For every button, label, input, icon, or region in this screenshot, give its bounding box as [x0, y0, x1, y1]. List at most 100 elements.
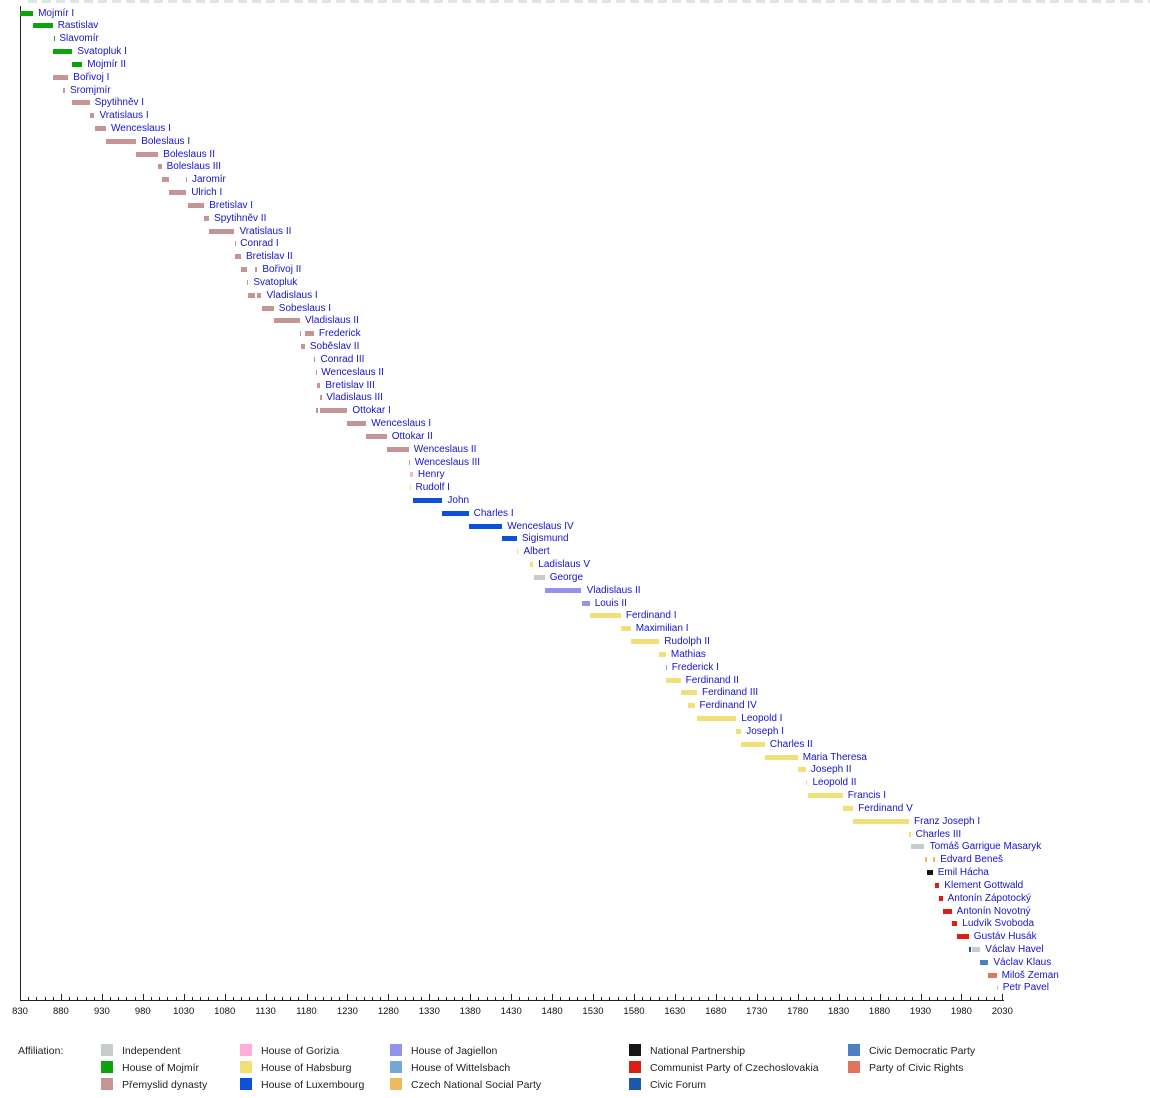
ruler-label: Ottokar II — [391, 430, 433, 442]
x-axis-minor-tick — [543, 996, 545, 1000]
ruler-label: Leopold II — [812, 777, 857, 789]
x-axis-minor-tick — [912, 996, 914, 1000]
reign-bar — [589, 613, 621, 619]
x-axis-minor-tick — [740, 996, 742, 1000]
ruler-label: Rastislav — [57, 20, 99, 32]
reign-bar — [665, 677, 681, 683]
top-axis-ticks — [28, 0, 1150, 3]
x-axis-minor-tick — [895, 996, 897, 1000]
ruler-label: Vratislaus I — [99, 110, 149, 122]
reign-bar — [951, 921, 958, 927]
x-axis-minor-tick — [650, 996, 652, 1000]
ruler-label: Vladislaus III — [326, 392, 383, 404]
x-axis-minor-tick — [945, 996, 946, 1000]
x-axis-minor-tick — [52, 996, 54, 1000]
reign-bar — [910, 844, 925, 850]
reign-bar — [33, 23, 53, 29]
reign-bar — [204, 215, 210, 221]
reign-bar — [741, 741, 765, 747]
ruler-label: Maximilian I — [635, 623, 689, 635]
ruler-label: Louis II — [594, 597, 627, 609]
x-axis-major-tick — [101, 994, 103, 1000]
legend-swatch — [101, 1061, 113, 1073]
reign-bar — [932, 857, 936, 863]
reign-bar — [764, 754, 798, 760]
x-axis-minor-tick — [191, 996, 193, 1000]
x-axis-minor-tick — [93, 996, 95, 1000]
ruler-label: Conrad III — [320, 353, 365, 365]
x-axis-minor-tick — [314, 996, 316, 1000]
ruler-label: Vladislaus I — [266, 289, 318, 301]
ruler-label: Francis I — [847, 790, 887, 801]
x-axis-minor-tick — [855, 996, 856, 1000]
x-axis-minor-tick — [396, 996, 398, 1000]
reign-bar — [72, 100, 90, 106]
y-axis-line — [20, 6, 21, 1000]
x-axis-minor-tick — [503, 996, 504, 1000]
reign-bar — [805, 780, 808, 786]
x-axis-major-tick — [593, 994, 594, 1000]
x-axis-major-tick — [142, 994, 144, 1000]
x-axis-minor-tick — [822, 996, 824, 1000]
x-axis-major-tick — [429, 994, 431, 1000]
x-axis-tick-label: 1280 — [377, 1006, 399, 1017]
x-axis-minor-tick — [781, 996, 783, 1000]
ruler-label: Klement Gottwald — [944, 879, 1024, 891]
ruler-label: Boleslaus III — [166, 161, 222, 173]
x-axis-minor-tick — [232, 996, 234, 1000]
reign-bar — [234, 241, 236, 247]
legend-label: Civic Democratic Party — [869, 1044, 976, 1057]
x-axis-minor-tick — [642, 996, 644, 1000]
x-axis-tick-label: 1930 — [909, 1006, 932, 1017]
ruler-label: Emil Hácha — [937, 867, 989, 878]
legend-swatch — [101, 1078, 113, 1090]
ruler-label: Bořivoj I — [73, 71, 110, 83]
x-axis-minor-tick — [887, 996, 889, 1000]
reign-bar — [797, 767, 806, 773]
x-axis-tick-label: 1880 — [868, 1006, 891, 1017]
ruler-label: Miloš Zeman — [1001, 969, 1059, 981]
reign-bar — [248, 292, 255, 298]
x-axis-minor-tick — [249, 996, 251, 1000]
reign-bar — [316, 408, 318, 414]
reign-bar — [94, 126, 106, 131]
reign-bar — [924, 857, 928, 863]
x-axis-tick-label: 1380 — [459, 1006, 481, 1017]
reign-bar — [516, 549, 519, 555]
ruler-label: Frederick I — [671, 661, 719, 673]
reign-bar — [366, 433, 387, 439]
reign-bar — [89, 113, 95, 119]
reign-bar — [935, 882, 940, 888]
x-axis-minor-tick — [994, 996, 996, 1000]
ruler-label: Charles III — [915, 828, 962, 840]
x-axis-major-tick — [388, 994, 390, 1000]
reign-bar — [927, 870, 933, 875]
legend-label: House of Wittelsbach — [411, 1061, 511, 1074]
reign-bar — [273, 318, 300, 324]
ruler-label: George — [549, 571, 584, 583]
x-axis-minor-tick — [985, 996, 987, 1000]
x-axis-major-tick — [879, 994, 881, 1000]
ruler-label: Wenceslaus III — [414, 456, 481, 468]
ruler-label: Ferdinand V — [858, 802, 913, 814]
x-axis-minor-tick — [560, 996, 562, 1000]
x-axis-minor-tick — [609, 996, 611, 1000]
x-axis-minor-tick — [355, 996, 357, 1000]
x-axis-line — [20, 1000, 1004, 1001]
x-axis-major-tick — [920, 994, 922, 1000]
x-axis-tick-label: 1630 — [664, 1006, 686, 1017]
x-axis-minor-tick — [372, 996, 373, 1000]
x-axis-minor-tick — [69, 996, 71, 1000]
legend-label: House of Gorizia — [261, 1044, 340, 1057]
reign-bar — [347, 421, 367, 426]
x-axis-minor-tick — [977, 996, 979, 1000]
ruler-label: Ulrich I — [191, 187, 223, 199]
ruler-label: Spytihněv II — [214, 212, 267, 224]
ruler-label: Gustáv Husák — [973, 931, 1037, 943]
ruler-label: Boleslaus I — [141, 135, 191, 147]
x-axis-major-tick — [552, 994, 554, 1000]
ruler-label: Petr Pavel — [1002, 982, 1049, 994]
reign-bar — [261, 305, 274, 311]
ruler-label: Ottokar I — [352, 405, 391, 417]
ruler-label: Joseph II — [810, 764, 852, 776]
